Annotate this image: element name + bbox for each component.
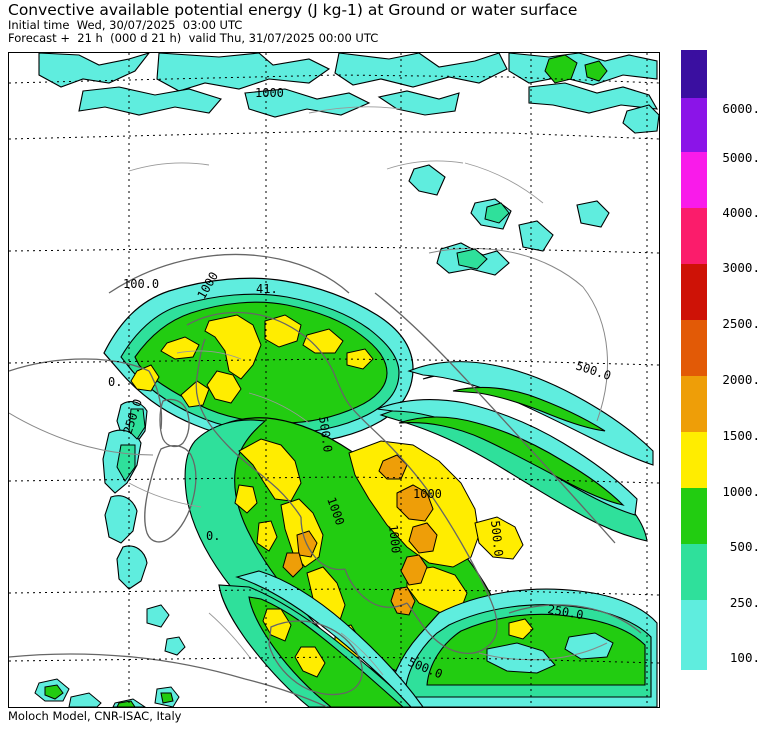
header-block: Convective available potential energy (J… bbox=[8, 2, 708, 44]
colorbar-tick: 1500. bbox=[722, 428, 760, 443]
coastline-layer bbox=[9, 106, 642, 707]
map-panel[interactable]: 100.0 250.0 41. 1000 0. 0. 1000 500.0 50… bbox=[8, 52, 660, 708]
page-title: Convective available potential energy (J… bbox=[8, 1, 578, 19]
colorbar-tick: 6000. bbox=[722, 101, 760, 116]
colorbar-tick-labels: 6000. 5000. 4000. 3000. 2500. 2000. 1500… bbox=[713, 50, 760, 680]
colorbar-band bbox=[681, 208, 707, 264]
colorbar-band bbox=[681, 488, 707, 544]
cape-shading-layer bbox=[34, 53, 659, 707]
colorbar-tick: 5000. bbox=[722, 150, 760, 165]
colorbar-tick: 4000. bbox=[722, 205, 760, 220]
colorbar-tick: 250. bbox=[729, 595, 760, 610]
model-credit: Moloch Model, CNR-ISAC, Italy bbox=[8, 709, 182, 723]
contour-label: 250.0 bbox=[546, 602, 584, 622]
colorbar-band bbox=[681, 376, 707, 432]
colorbar-tick: 3000. bbox=[722, 260, 760, 275]
colorbar-band bbox=[681, 264, 707, 320]
cape-contour-map[interactable]: 100.0 250.0 41. 1000 0. 0. 1000 500.0 50… bbox=[9, 53, 659, 707]
colorbar bbox=[681, 50, 707, 672]
contour-label: 500.0 bbox=[488, 520, 506, 557]
colorbar-band bbox=[681, 320, 707, 376]
colorbar-swatches bbox=[681, 50, 707, 670]
contour-label: 0. bbox=[206, 529, 220, 543]
contour-label: 41. bbox=[256, 282, 278, 296]
graticule-layer bbox=[9, 53, 659, 707]
contour-label: 100.0 bbox=[123, 277, 159, 291]
colorbar-band bbox=[681, 600, 707, 670]
colorbar-band bbox=[681, 152, 707, 208]
contour-label: 1000 bbox=[255, 86, 284, 100]
colorbar-band bbox=[681, 98, 707, 152]
contour-label: 0. bbox=[108, 375, 122, 389]
colorbar-tick: 2500. bbox=[722, 316, 760, 331]
colorbar-tick: 1000. bbox=[722, 484, 760, 499]
colorbar-tick: 500. bbox=[729, 539, 760, 554]
contour-label: 500.0 bbox=[316, 415, 335, 453]
forecast-time-text: Forecast + 21 h (000 d 21 h) valid Thu, … bbox=[8, 30, 379, 45]
contour-label: 1000 bbox=[413, 487, 442, 501]
initial-time-text: Initial time Wed, 30/07/2025 03:00 UTC bbox=[8, 18, 243, 32]
colorbar-band bbox=[681, 432, 707, 488]
contour-label: 1000 bbox=[386, 524, 403, 554]
colorbar-tick: 100. bbox=[729, 650, 760, 665]
colorbar-band bbox=[681, 544, 707, 600]
colorbar-arrow-icon bbox=[681, 50, 707, 98]
colorbar-tick: 2000. bbox=[722, 372, 760, 387]
